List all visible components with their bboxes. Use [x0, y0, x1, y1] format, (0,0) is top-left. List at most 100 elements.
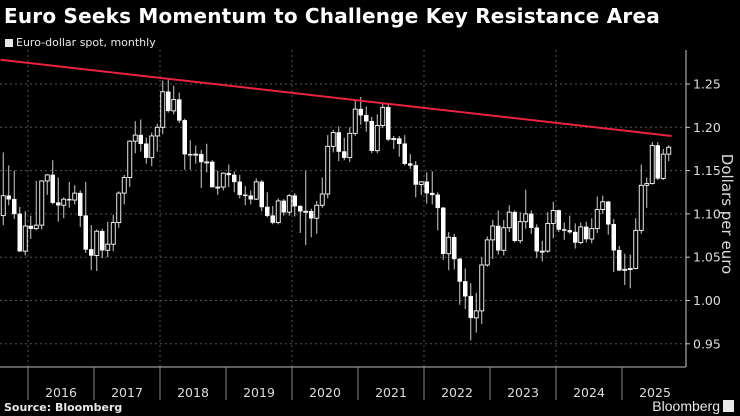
candle [468, 283, 473, 341]
candle-body-down [243, 194, 248, 197]
candle-body-down [358, 108, 363, 116]
bloomberg-logo: Bloomberg [652, 398, 734, 414]
candle [319, 177, 325, 208]
candle-body-down [496, 225, 501, 251]
x-tick-label: 2020 [309, 385, 341, 400]
candle [50, 160, 55, 205]
candle-body-down [270, 215, 275, 223]
candle-body-down [617, 250, 622, 271]
logo-text: Bloomberg [652, 398, 720, 414]
candle-body-down [166, 91, 171, 112]
candle [441, 206, 446, 260]
candle [517, 212, 523, 244]
candle-body-down [177, 99, 182, 121]
candle [660, 148, 666, 181]
candle [154, 123, 160, 152]
candle [270, 206, 275, 225]
candle [600, 195, 606, 214]
candle [374, 114, 380, 154]
candle-body-up [523, 213, 529, 223]
candle-body-down [556, 210, 561, 230]
candle-body-up [545, 222, 551, 252]
candle [39, 180, 45, 230]
candle [309, 208, 314, 238]
y-tick-label: 1.10 [693, 206, 721, 221]
candle-body-down [67, 198, 72, 201]
candle [342, 137, 347, 161]
candle-body-down [89, 249, 94, 256]
candle [188, 140, 193, 170]
candle-body-down [182, 120, 187, 155]
candle-body-down [248, 195, 253, 200]
candle-body-up [479, 264, 485, 312]
candle [457, 258, 462, 305]
candle-body-down [534, 227, 539, 252]
candle-body-up [127, 140, 133, 178]
candle [655, 142, 660, 181]
candle [138, 119, 143, 152]
candle-body-down [402, 143, 407, 164]
candle [292, 193, 297, 217]
candle-body-up [539, 250, 545, 253]
candle-body-down [83, 215, 88, 250]
candle-body-down [281, 200, 286, 213]
candle-body-up [501, 227, 507, 251]
x-tick-label: 2024 [573, 385, 605, 400]
candle [325, 135, 331, 199]
candle [435, 192, 440, 231]
candle-body-up [633, 229, 639, 269]
candle [594, 196, 600, 233]
candle-body-up [380, 106, 386, 127]
candle-body-down [567, 230, 572, 233]
candle [127, 140, 133, 188]
candle-body-up [204, 161, 210, 164]
candle-body-up [325, 145, 331, 195]
candle [352, 100, 358, 136]
candle-body-down [457, 258, 462, 282]
candle-body-down [56, 202, 61, 206]
candle-body-up [594, 209, 600, 230]
x-tick-label: 2021 [375, 385, 407, 400]
candle-body-down [573, 231, 578, 243]
candle-body-down [397, 138, 402, 145]
candle [347, 127, 353, 162]
y-tick-label: 0.95 [693, 336, 721, 351]
x-tick-label: 2023 [507, 385, 539, 400]
candle [584, 221, 589, 243]
x-tick-label: 2025 [639, 385, 671, 400]
candle [534, 224, 539, 259]
candle [94, 229, 100, 272]
y-tick-label: 1.15 [693, 163, 721, 178]
candle [666, 145, 672, 162]
y-tick-label: 1.00 [693, 293, 721, 308]
candle-body-up [154, 126, 160, 137]
legend-swatch [5, 38, 13, 47]
candle [380, 103, 386, 129]
candle [298, 205, 303, 233]
candle-body-down [138, 134, 143, 145]
candle [243, 186, 248, 206]
y-tick-label: 1.05 [693, 250, 721, 265]
candle [210, 160, 215, 188]
candle [215, 170, 221, 195]
candle [490, 219, 496, 259]
candle [72, 185, 78, 205]
candle-body-up [517, 221, 523, 242]
candle [622, 253, 628, 285]
candle-body-down [298, 205, 303, 212]
candle [633, 218, 639, 270]
candle [78, 190, 83, 227]
candle-body-up [116, 192, 122, 224]
candle [589, 218, 595, 244]
candle [556, 209, 561, 233]
candle [248, 190, 253, 205]
candle-body-up [446, 236, 452, 255]
candle-body-down [441, 207, 446, 254]
x-tick-label: 2019 [243, 385, 275, 400]
candle [430, 171, 435, 205]
candle-body-down [259, 181, 264, 208]
candle [606, 200, 611, 235]
candle-body-down [265, 206, 270, 216]
bloomberg-logo-icon [723, 400, 734, 412]
